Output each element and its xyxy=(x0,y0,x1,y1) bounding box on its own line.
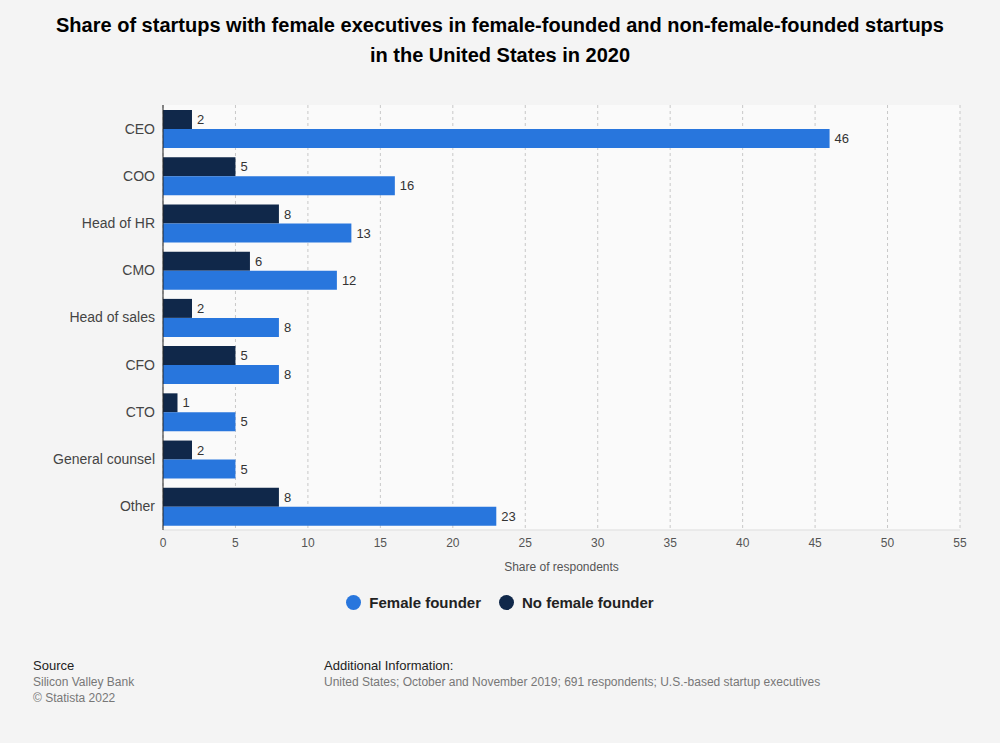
svg-text:30: 30 xyxy=(591,536,605,550)
svg-text:55: 55 xyxy=(953,536,967,550)
svg-text:8: 8 xyxy=(284,490,291,505)
svg-text:Head of sales: Head of sales xyxy=(69,309,155,325)
svg-text:10: 10 xyxy=(301,536,315,550)
svg-text:8: 8 xyxy=(284,207,291,222)
svg-text:46: 46 xyxy=(835,131,849,146)
svg-text:CTO: CTO xyxy=(126,404,155,420)
svg-text:50: 50 xyxy=(881,536,895,550)
html-text:No female founder: No female founder xyxy=(522,594,654,611)
svg-text:5: 5 xyxy=(240,159,247,174)
svg-text:COO: COO xyxy=(123,168,155,184)
svg-text:CEO: CEO xyxy=(125,121,155,137)
svg-text:8: 8 xyxy=(284,320,291,335)
svg-text:Other: Other xyxy=(120,498,155,514)
svg-text:6: 6 xyxy=(255,254,262,269)
svg-text:Head of HR: Head of HR xyxy=(82,215,155,231)
html-text:Share of startups with female: Share of startups with female executives… xyxy=(56,14,944,66)
svg-text:12: 12 xyxy=(342,273,356,288)
svg-text:8: 8 xyxy=(284,367,291,382)
svg-text:Share of respondents: Share of respondents xyxy=(504,560,619,574)
svg-text:5: 5 xyxy=(240,462,247,477)
svg-text:0: 0 xyxy=(160,536,167,550)
svg-text:45: 45 xyxy=(808,536,822,550)
svg-text:5: 5 xyxy=(240,348,247,363)
svg-text:40: 40 xyxy=(736,536,750,550)
html-text:United States; October and Nov: United States; October and November 2019… xyxy=(324,675,821,689)
svg-text:15: 15 xyxy=(374,536,388,550)
html-text:Silicon Valley Bank: Silicon Valley Bank xyxy=(33,675,135,689)
svg-text:23: 23 xyxy=(501,509,515,524)
svg-text:35: 35 xyxy=(664,536,678,550)
svg-text:2: 2 xyxy=(197,112,204,127)
svg-text:CMO: CMO xyxy=(122,262,155,278)
html-text:Source: Source xyxy=(33,658,75,673)
svg-text:16: 16 xyxy=(400,178,414,193)
svg-text:CFO: CFO xyxy=(125,357,155,373)
svg-text:2: 2 xyxy=(197,443,204,458)
svg-text:5: 5 xyxy=(240,414,247,429)
svg-text:20: 20 xyxy=(446,536,460,550)
html-text:Female founder: Female founder xyxy=(369,594,481,611)
html-text:© Statista 2022: © Statista 2022 xyxy=(33,691,116,705)
svg-text:13: 13 xyxy=(356,226,370,241)
svg-text:25: 25 xyxy=(519,536,533,550)
svg-text:5: 5 xyxy=(232,536,239,550)
svg-text:2: 2 xyxy=(197,301,204,316)
html-text:Additional Information:: Additional Information: xyxy=(324,658,454,673)
svg-text:1: 1 xyxy=(182,395,189,410)
svg-text:General counsel: General counsel xyxy=(53,451,155,467)
